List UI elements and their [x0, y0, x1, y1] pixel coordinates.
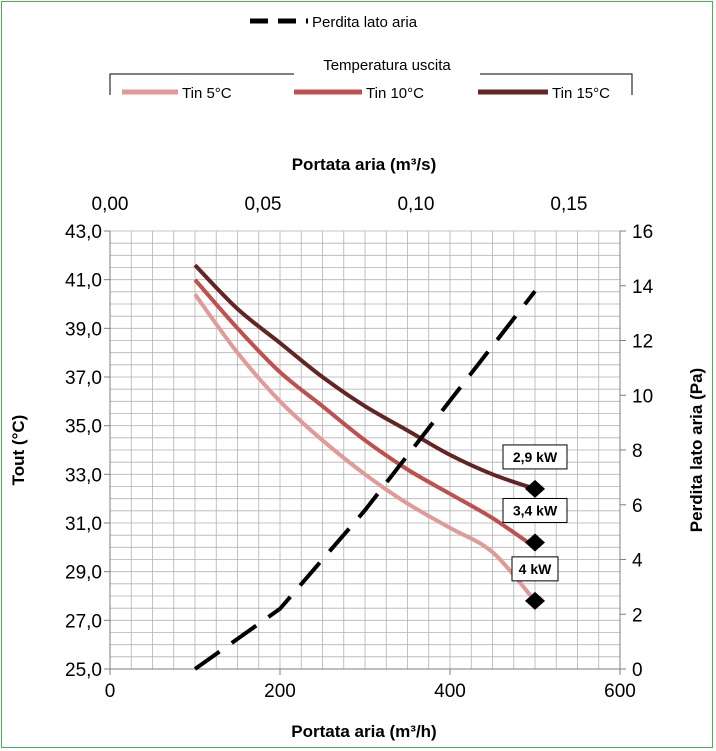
y-tick-label: 27,0	[65, 611, 102, 632]
end-markers	[525, 479, 545, 610]
legend-label: Tin 10°C	[366, 85, 424, 102]
y2-tick-label: 14	[632, 277, 654, 298]
y-tick-label: 29,0	[65, 563, 102, 584]
annotations: 4 kW 3,4 kW 2,9 kW	[502, 444, 568, 582]
x2-axis-title: Portata aria (m³/s)	[292, 155, 437, 174]
y-axis-title: Tout (°C)	[9, 415, 28, 486]
y-tick-label: 25,0	[65, 660, 102, 681]
legend-label: Tin 15°C	[552, 85, 610, 102]
y-tick-label: 31,0	[65, 514, 102, 535]
end-marker	[525, 533, 545, 552]
legend-label-dashed: Perdita lato aria	[312, 14, 418, 31]
y-tick-label: 39,0	[65, 319, 102, 340]
x-tick-label: 0	[105, 681, 116, 702]
y2-axis-title: Perdita lato aria (Pa)	[687, 368, 706, 532]
x-tick-label: 200	[264, 681, 296, 702]
y-tick-label: 33,0	[65, 465, 102, 486]
annotation-label: 4 kW	[519, 561, 552, 577]
legend-group-title: Temperatura uscita	[323, 57, 451, 74]
y2-tick-label: 8	[632, 441, 643, 462]
annotation-label: 3,4 kW	[513, 502, 558, 518]
y-tick-label: 35,0	[65, 417, 102, 438]
series-line-perdita-lato-aria	[193, 289, 537, 671]
x2-tick-label: 0,00	[92, 194, 129, 215]
y-tick-label: 37,0	[65, 368, 102, 389]
legend-group-title-bg	[294, 54, 480, 78]
y2-tick-label: 4	[632, 551, 643, 572]
annotation-box	[502, 497, 568, 523]
y2-tick-label: 12	[632, 332, 653, 353]
y2-tick-label: 0	[632, 660, 643, 681]
annotation-label: 2,9 kW	[513, 449, 558, 465]
end-marker	[525, 479, 545, 498]
legend-label: Tin 5°C	[182, 85, 232, 102]
x2-tick-label: 0,15	[550, 194, 587, 215]
y2-tick-label: 16	[632, 222, 653, 243]
annotation-box	[502, 444, 568, 470]
y2-tick-label: 10	[632, 386, 653, 407]
y-tick-label: 41,0	[65, 271, 102, 292]
annotation-box	[511, 556, 559, 582]
x-axis-title: Portata aria (m³/h)	[291, 722, 436, 741]
series-lines	[193, 263, 537, 671]
y-tick-label: 43,0	[65, 222, 102, 243]
y2-tick-label: 6	[632, 496, 643, 517]
x-tick-label: 400	[434, 681, 466, 702]
x2-tick-label: 0,05	[244, 194, 281, 215]
legend: Perdita lato aria Temperatura uscita Tin 5…	[109, 14, 633, 102]
x2-tick-label: 0,10	[397, 194, 434, 215]
series-line-tin-15-c	[193, 263, 536, 491]
end-marker	[525, 591, 545, 610]
x-tick-label: 600	[604, 681, 636, 702]
y2-tick-label: 2	[632, 605, 643, 626]
axes: 25,0 27,0 29,0 31,0 33,0 35,0 37,0 39,0 41,0 43,0…	[65, 194, 654, 702]
series-line-tin-10-c	[193, 278, 537, 549]
series-line-tin-5-c	[193, 293, 537, 603]
